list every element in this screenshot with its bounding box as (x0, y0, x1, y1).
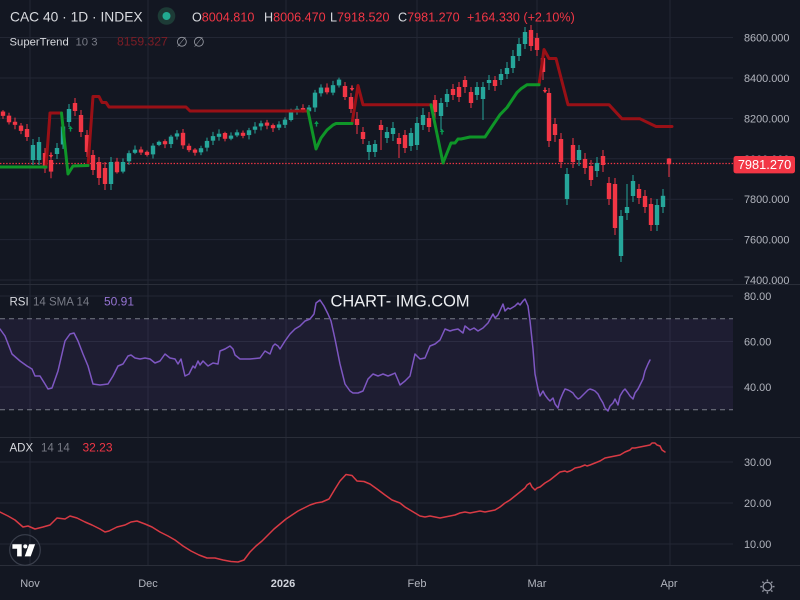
svg-text:7800.000: 7800.000 (744, 194, 789, 206)
svg-text:2026: 2026 (271, 578, 295, 590)
svg-text:SuperTrend: SuperTrend (10, 37, 69, 49)
svg-text:7981.270: 7981.270 (738, 157, 791, 172)
svg-text:∅: ∅ (176, 35, 188, 50)
svg-text:Apr: Apr (660, 578, 677, 590)
svg-text:C7981.270: C7981.270 (398, 11, 460, 25)
svg-text:14 SMA 14: 14 SMA 14 (33, 297, 90, 309)
svg-text:Nov: Nov (20, 578, 40, 590)
svg-text:8200.000: 8200.000 (744, 113, 789, 125)
svg-text:60.00: 60.00 (744, 337, 771, 349)
svg-text:RSI: RSI (10, 297, 29, 309)
svg-text:30.00: 30.00 (744, 457, 771, 469)
svg-text:50.91: 50.91 (104, 295, 134, 309)
svg-text:10.00: 10.00 (744, 539, 771, 551)
svg-text:Feb: Feb (408, 578, 427, 590)
svg-text:∅: ∅ (193, 35, 205, 50)
svg-text:8400.000: 8400.000 (744, 73, 789, 85)
svg-text:7600.000: 7600.000 (744, 235, 789, 247)
svg-text:80.00: 80.00 (744, 291, 771, 303)
svg-text:8600.000: 8600.000 (744, 33, 789, 45)
svg-text:20.00: 20.00 (744, 498, 771, 510)
svg-text:10 3: 10 3 (76, 37, 98, 49)
svg-text:H8006.470: H8006.470 (264, 11, 326, 25)
svg-text:32.23: 32.23 (83, 441, 113, 455)
svg-text:+164.330 (+2.10%): +164.330 (+2.10%) (467, 11, 575, 25)
svg-text:CAC 40 · 1D · INDEX: CAC 40 · 1D · INDEX (10, 10, 143, 25)
svg-text:ADX: ADX (10, 443, 34, 455)
svg-text:40.00: 40.00 (744, 382, 771, 394)
svg-text:7400.000: 7400.000 (744, 275, 789, 287)
svg-text:L7918.520: L7918.520 (330, 11, 390, 25)
svg-text:8159.327: 8159.327 (117, 35, 168, 49)
svg-text:CHART- IMG.COM: CHART- IMG.COM (330, 293, 469, 311)
svg-text:O8004.810: O8004.810 (192, 11, 254, 25)
svg-text:Mar: Mar (528, 578, 547, 590)
svg-text:14 14: 14 14 (41, 443, 70, 455)
svg-text:Dec: Dec (138, 578, 158, 590)
